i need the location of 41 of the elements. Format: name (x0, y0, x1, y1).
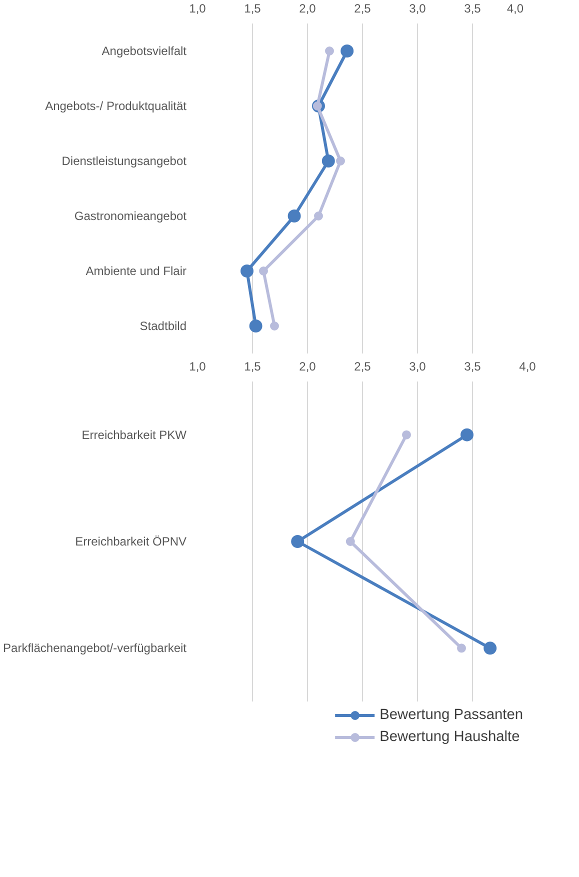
x-tick-label: 1,0 (189, 2, 206, 16)
y-tick-label: Erreichbarkeit PKW (82, 428, 188, 442)
y-tick-label: Ambiente und Flair (86, 264, 187, 278)
point (291, 535, 304, 548)
y-tick-label: Stadtbild (140, 319, 187, 333)
y-tick-label: Angebots-/ Produktqualität (45, 99, 188, 113)
x-tick-label: 4,0 (506, 2, 524, 16)
x-tick-label: 3,0 (409, 360, 426, 374)
x-tick-label: 1,5 (244, 2, 262, 16)
point (484, 642, 497, 655)
point (346, 537, 355, 546)
x-tick-label: 2,0 (299, 2, 316, 16)
x-tick-label: 2,5 (354, 360, 372, 374)
x-tick-label: 3,5 (464, 360, 482, 374)
point (460, 428, 474, 442)
point (457, 644, 466, 653)
y-tick-label: Angebotsvielfalt (102, 44, 188, 58)
x-tick-label: 2,0 (299, 360, 316, 374)
x-tick-label: 1,0 (189, 360, 206, 374)
point (259, 266, 268, 276)
point (249, 320, 262, 332)
point (340, 44, 354, 58)
y-tick-label: Dienstleistungsangebot (62, 154, 188, 168)
y-tick-label: Gastronomieangebot (74, 209, 188, 223)
x-tick-label: 4,0 (519, 360, 536, 374)
point (314, 212, 323, 220)
x-tick-label: 3,5 (464, 2, 482, 16)
point (402, 430, 411, 440)
point (288, 210, 301, 222)
legend-label: Bewertung Haushalte (380, 729, 520, 745)
x-tick-label: 1,5 (244, 360, 262, 374)
y-tick-label: Parkflächenangebot/-verfügbarkeit (3, 641, 188, 656)
point (336, 156, 345, 166)
point (270, 322, 279, 330)
point (240, 264, 254, 278)
x-tick-label: 3,0 (409, 2, 426, 16)
point (325, 46, 334, 56)
y-tick-label: Erreichbarkeit ÖPNV (75, 534, 187, 548)
legend-label: Bewertung Passanten (380, 707, 523, 723)
point (322, 154, 335, 168)
x-tick-label: 2,5 (354, 2, 372, 16)
